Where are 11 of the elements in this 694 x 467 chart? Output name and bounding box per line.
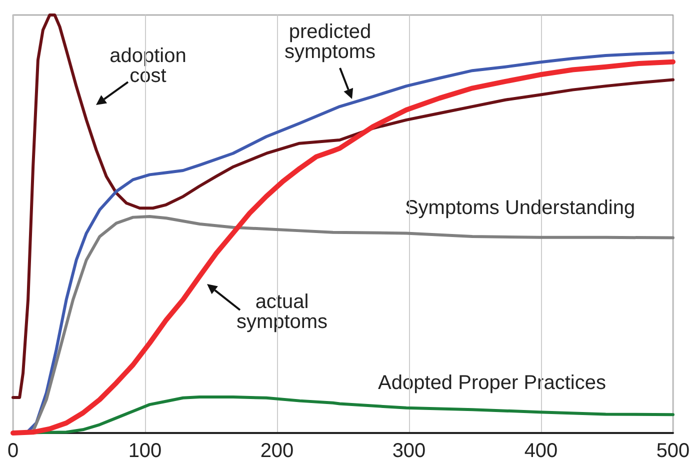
series-label: predicted symptoms bbox=[284, 21, 376, 63]
x-tick-label: 500 bbox=[656, 440, 690, 462]
x-tick-label: 100 bbox=[128, 440, 162, 462]
x-tick-label: 300 bbox=[392, 440, 426, 462]
series-label: actual symptoms bbox=[236, 291, 328, 333]
series-label: adoption cost bbox=[110, 45, 186, 87]
series-label: Adopted Proper Practices bbox=[378, 372, 606, 394]
series-label: Symptoms Understanding bbox=[404, 197, 636, 219]
x-tick-label: 200 bbox=[260, 440, 294, 462]
x-tick-label: 0 bbox=[7, 440, 19, 462]
x-tick-label: 400 bbox=[524, 440, 558, 462]
